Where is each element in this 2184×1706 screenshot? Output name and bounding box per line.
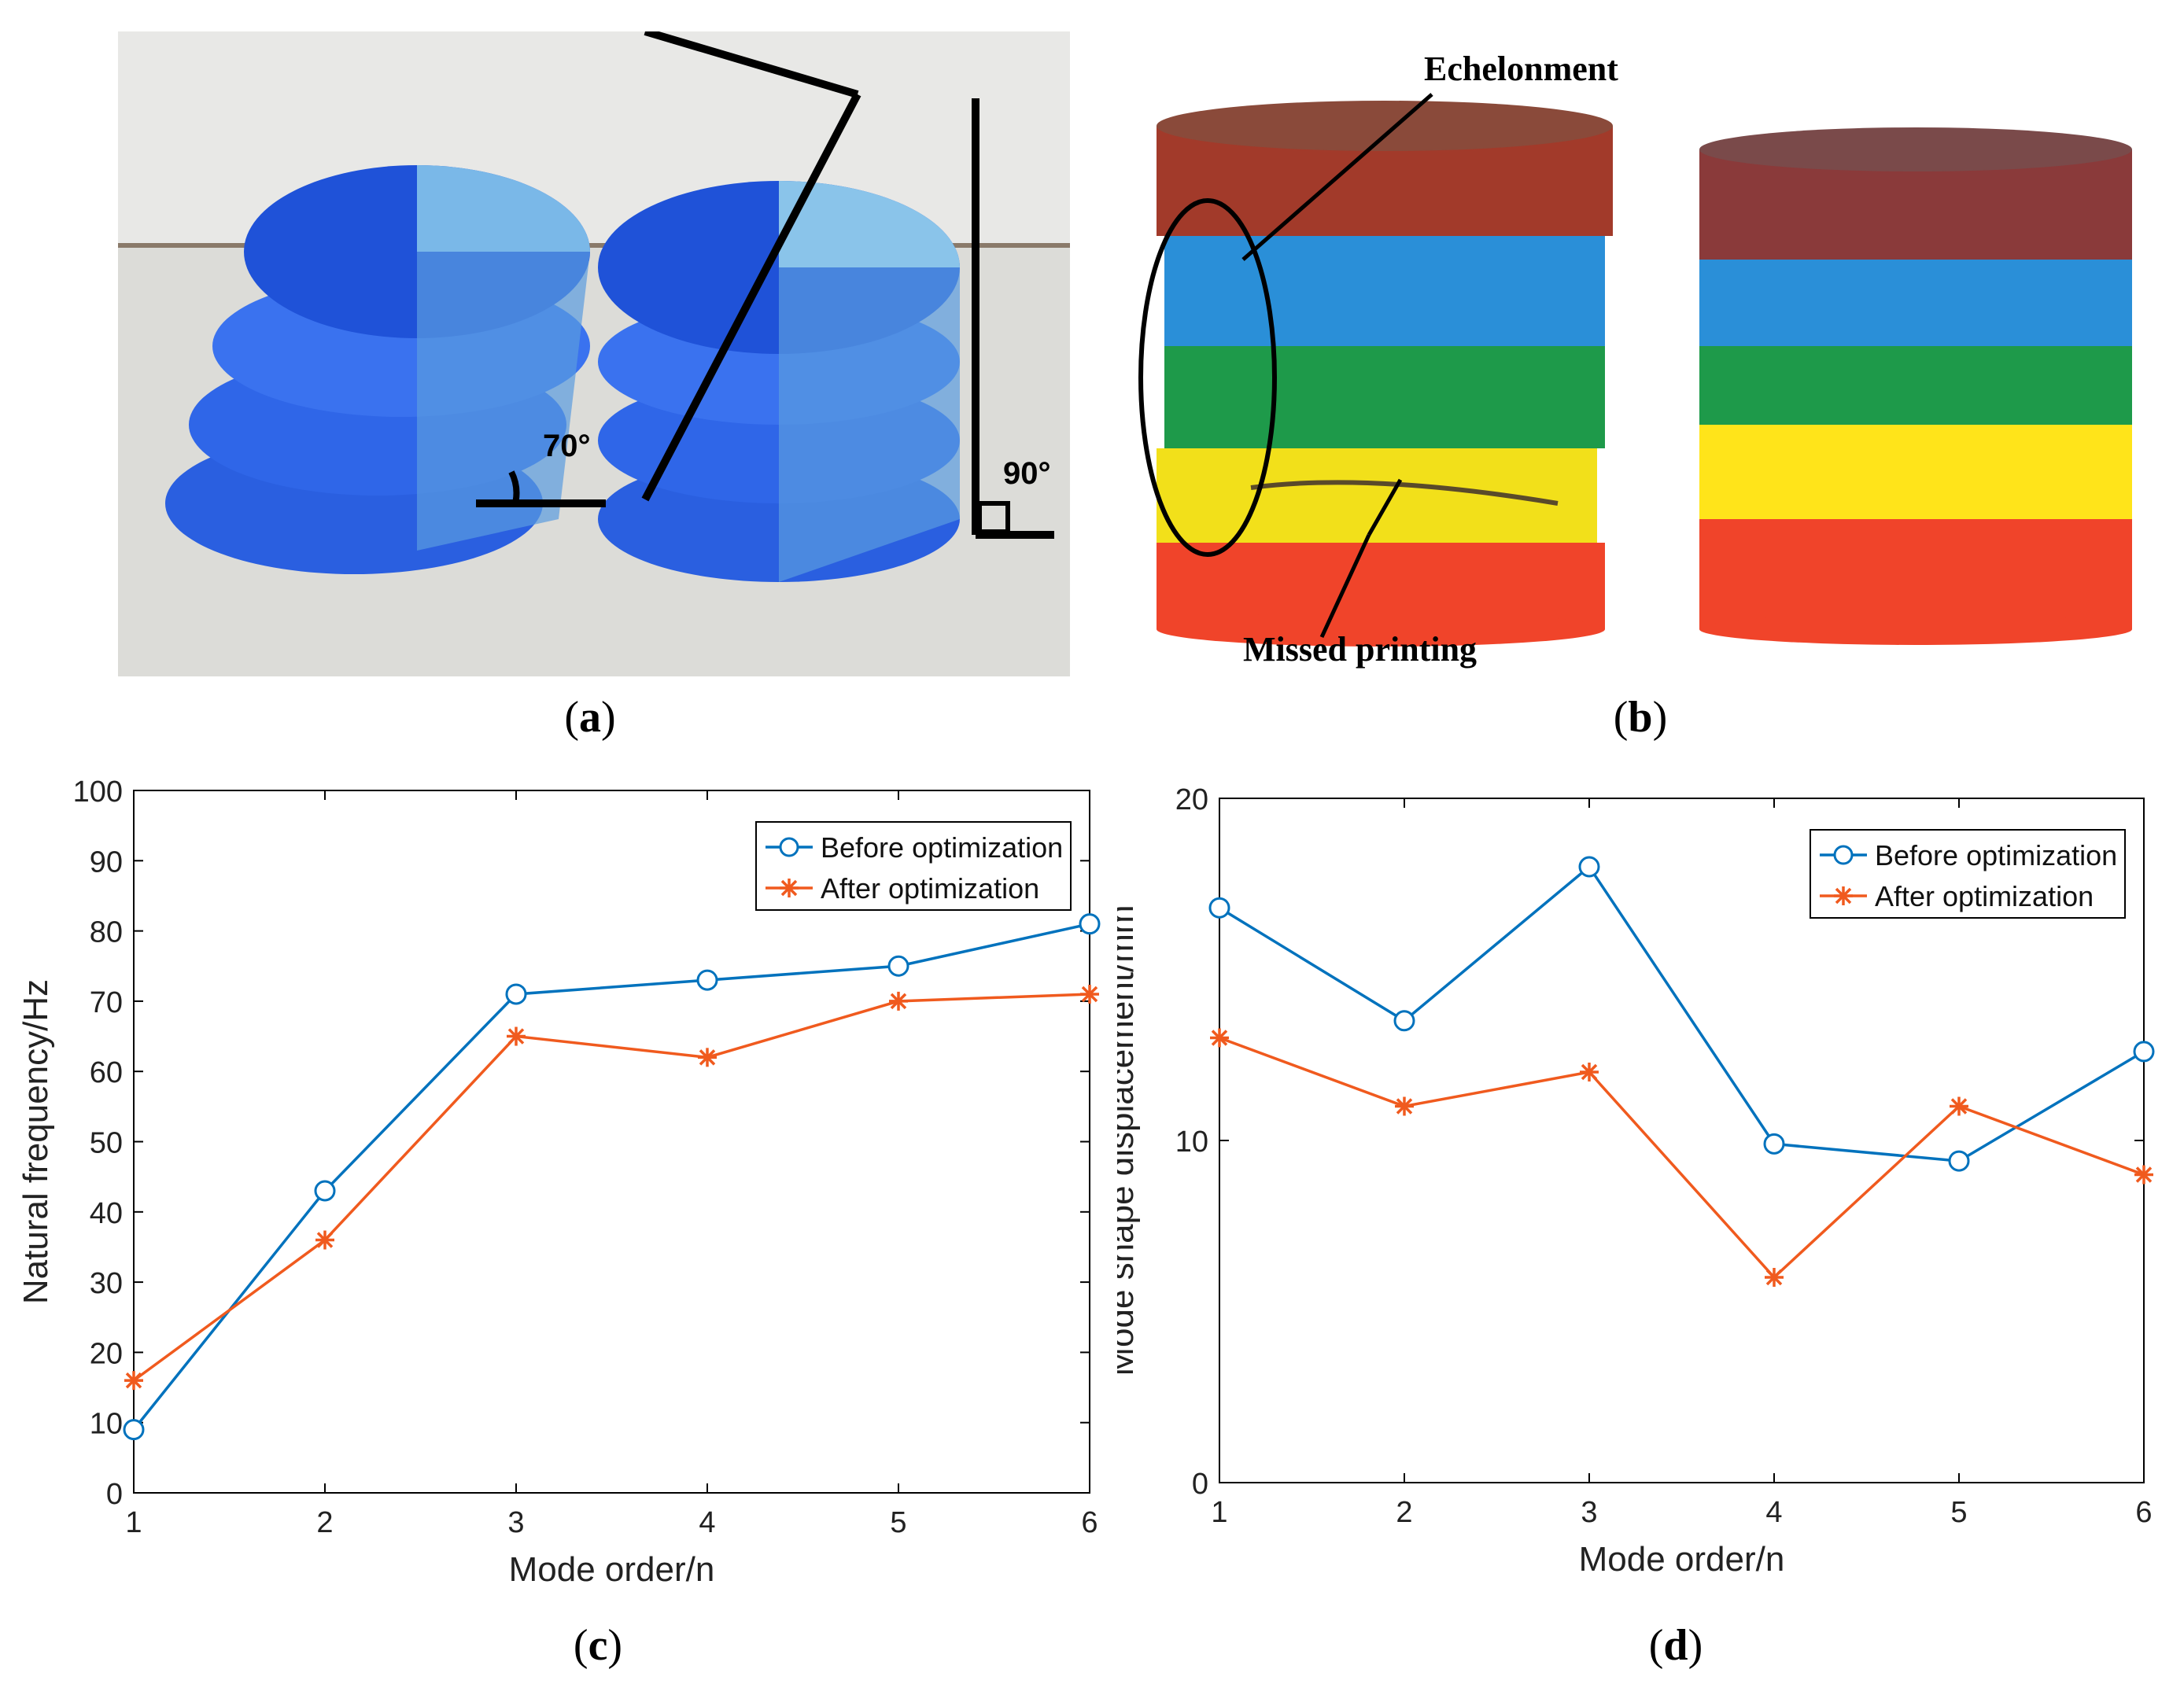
asterisk-stroke [2135, 1166, 2153, 1183]
data-point-before [1948, 1150, 1970, 1172]
series-line [1219, 1036, 2145, 1280]
chart-mode-shape-displacement: 0 10 20 1 2 3 4 5 6 Mode order/n Mode shape displa… [1117, 783, 2155, 1579]
y-tick-label: 0 [106, 1478, 123, 1511]
label-echelonment: Echelonment [1424, 50, 1618, 88]
data-point-after [1950, 1096, 1968, 1116]
angle-label-70: 70° [543, 429, 591, 463]
legend-marker [780, 879, 799, 897]
data-point-before [1079, 913, 1101, 935]
asterisk-stroke [507, 1028, 525, 1045]
legend-label: After optimization [1875, 880, 2094, 912]
asterisk-stroke [1950, 1098, 1968, 1115]
data-point-after [507, 1026, 526, 1046]
y-tick-label: 0 [1192, 1468, 1208, 1501]
x-tick-label: 3 [507, 1506, 524, 1539]
legend-box [1810, 829, 2126, 919]
data-point-after [1395, 1096, 1414, 1116]
caption-a: (a) [564, 693, 616, 742]
x-tick-label: 2 [1396, 1496, 1412, 1529]
legend-marker [1834, 886, 1853, 905]
x-tick-label: 6 [2135, 1496, 2152, 1529]
data-point-before [696, 969, 718, 991]
x-tick-label: 1 [125, 1506, 142, 1539]
data-point-before [1393, 1010, 1415, 1032]
y-tick-label: 60 [90, 1056, 123, 1089]
x-tick-label: 6 [1081, 1506, 1098, 1539]
y-tick-label: 30 [90, 1267, 123, 1300]
data-point-before [123, 1419, 145, 1441]
data-point-before [314, 1180, 336, 1202]
x-axis-label: Mode order/n [1579, 1540, 1785, 1579]
legend-marker [1833, 845, 1854, 865]
y-tick-label: 20 [90, 1337, 123, 1370]
asterisk-stroke [1581, 1063, 1598, 1081]
asterisk-stroke [1396, 1098, 1413, 1115]
data-point-after [1080, 984, 1099, 1004]
legend-label: Before optimization [1875, 839, 2117, 871]
angle-label-90: 90° [1003, 456, 1051, 491]
y-tick-label: 10 [1175, 1126, 1208, 1159]
asterisk-stroke [316, 1232, 334, 1248]
asterisk-stroke [1835, 887, 1852, 905]
y-tick-label: 50 [90, 1127, 123, 1160]
y-axis-label: Mode shape displacement/mm [1117, 905, 1141, 1376]
y-tick-label: 80 [90, 916, 123, 949]
data-point-after [1210, 1028, 1229, 1048]
data-point-after [124, 1371, 143, 1391]
x-tick-label: 4 [699, 1506, 715, 1539]
data-point-after [889, 991, 908, 1011]
cylinder-defective [1157, 101, 1613, 647]
caption-b: (b) [1613, 693, 1668, 742]
data-point-after [698, 1048, 717, 1067]
label-missed-printing: Missed printing [1243, 630, 1478, 669]
legend-marker [779, 837, 799, 857]
data-point-before [1763, 1133, 1785, 1155]
series-line [132, 922, 1090, 1431]
legend-label: Before optimization [821, 831, 1063, 864]
cylinder-good [1699, 127, 2132, 645]
caption-c: (c) [573, 1621, 623, 1670]
x-tick-label: 5 [1950, 1496, 1967, 1529]
legend-box [755, 821, 1072, 911]
caption-d: (d) [1648, 1621, 1703, 1670]
data-point-before [1208, 897, 1230, 919]
tilted-stack [165, 165, 590, 574]
photo-b [1133, 31, 2179, 676]
y-tick-label: 20 [1175, 783, 1208, 816]
y-axis-label: Natural frequency/Hz [17, 979, 55, 1304]
x-tick-label: 4 [1765, 1496, 1782, 1529]
data-point-before [2133, 1041, 2155, 1063]
y-tick-label: 70 [90, 986, 123, 1019]
photo-a [118, 31, 1070, 676]
data-point-after [2134, 1165, 2153, 1185]
y-tick-label: 100 [73, 776, 123, 809]
y-tick-label: 10 [90, 1408, 123, 1441]
data-point-before [887, 955, 909, 977]
y-tick-label: 40 [90, 1197, 123, 1230]
x-axis-label: Mode order/n [509, 1550, 715, 1589]
x-tick-label: 5 [890, 1506, 906, 1539]
asterisk-stroke [1211, 1030, 1228, 1046]
data-point-after [315, 1230, 334, 1250]
asterisk-stroke [780, 879, 798, 897]
vertical-stack [598, 181, 960, 582]
x-tick-label: 3 [1581, 1496, 1597, 1529]
asterisk-stroke [125, 1372, 142, 1389]
x-tick-label: 1 [1211, 1496, 1227, 1529]
asterisk-stroke [699, 1049, 716, 1066]
chart-natural-frequency: 0 10 20 30 40 50 60 70 80 90 100 1 2 3 4 5 6 Mode order/n… [17, 776, 1101, 1589]
asterisk-stroke [1081, 986, 1098, 1003]
data-point-after [1765, 1268, 1784, 1287]
legend-label: After optimization [821, 872, 1039, 905]
y-tick-label: 90 [90, 846, 123, 879]
echelonment-ellipse [1138, 198, 1277, 557]
series-line [132, 993, 1090, 1382]
asterisk-stroke [1765, 1269, 1783, 1286]
asterisk-stroke [890, 993, 907, 1010]
data-point-before [505, 983, 527, 1005]
data-point-after [1580, 1063, 1599, 1081]
x-tick-label: 2 [316, 1506, 333, 1539]
series-line [1219, 864, 2145, 1163]
data-point-before [1578, 856, 1600, 878]
